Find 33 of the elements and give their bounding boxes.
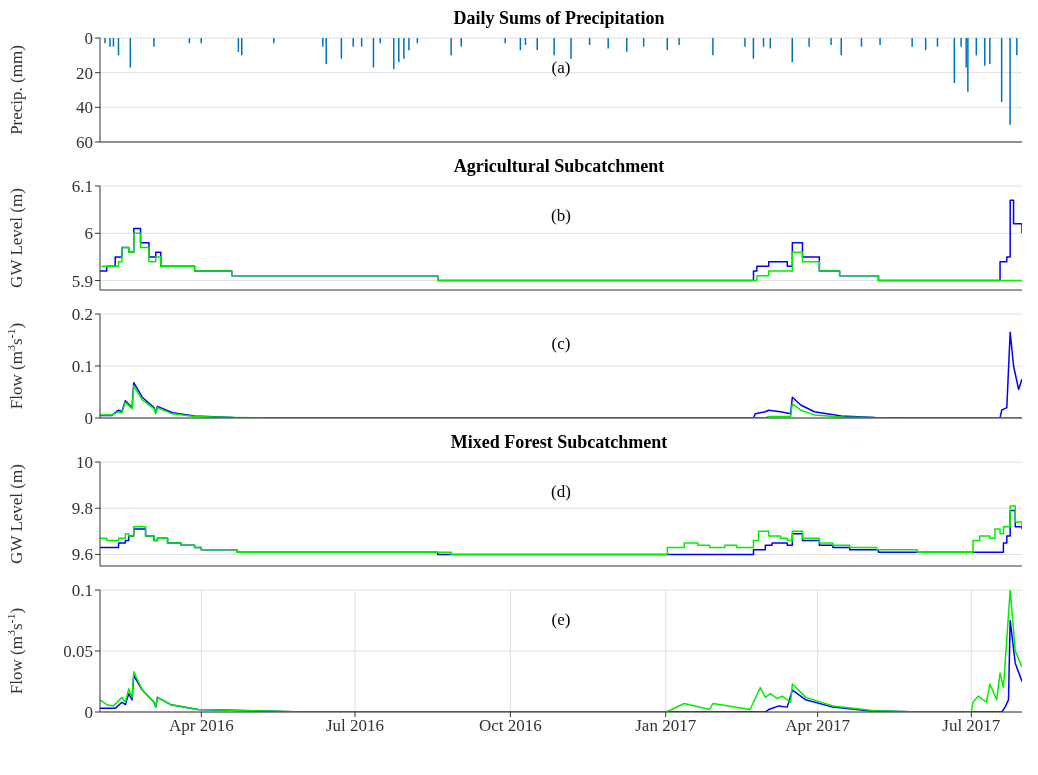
y-tick-label: 6 (84, 224, 93, 244)
y-tick-label: 0.1 (71, 357, 93, 377)
x-tick-label: Jan 2017 (635, 716, 697, 736)
y-axis-title: GW Level (m) (7, 464, 26, 564)
x-tick-label: Apr 2016 (168, 716, 234, 736)
chart-title: Mixed Forest Subcatchment (449, 432, 669, 452)
x-tick-label: Jul 2017 (942, 716, 1001, 736)
y-tick-label: 0 (84, 703, 93, 723)
y-tick-label: 9.6 (71, 545, 93, 565)
annotation: (b) (550, 206, 572, 226)
y-tick-label: 0 (84, 29, 93, 49)
y-tick-label: 0.05 (63, 642, 93, 662)
annotation: (a) (550, 58, 572, 78)
y-tick-label: 10 (76, 453, 93, 473)
y-tick-label: 0 (84, 409, 93, 429)
y-tick-label: 5.9 (71, 271, 93, 291)
y-tick-label: 6.1 (71, 177, 93, 197)
annotation: (e) (550, 610, 572, 630)
chart-title: Daily Sums of Precipitation (452, 8, 666, 28)
chart-title: Agricultural Subcatchment (452, 156, 666, 176)
y-tick-label: 40 (76, 98, 93, 118)
x-tick-label: Jul 2016 (325, 716, 385, 736)
y-tick-label: 20 (76, 63, 93, 83)
y-tick-label: 0.1 (71, 581, 93, 601)
y-tick-label: 60 (76, 133, 93, 153)
annotation: (c) (550, 334, 572, 354)
y-tick-label: 9.8 (71, 499, 93, 519)
y-axis-title: Precip. (mm) (7, 45, 26, 135)
x-tick-label: Apr 2017 (785, 716, 851, 736)
y-tick-label: 0.2 (71, 305, 93, 325)
y-axis-title: GW Level (m) (7, 188, 26, 288)
x-tick-label: Oct 2016 (478, 716, 542, 736)
annotation: (d) (550, 482, 572, 502)
